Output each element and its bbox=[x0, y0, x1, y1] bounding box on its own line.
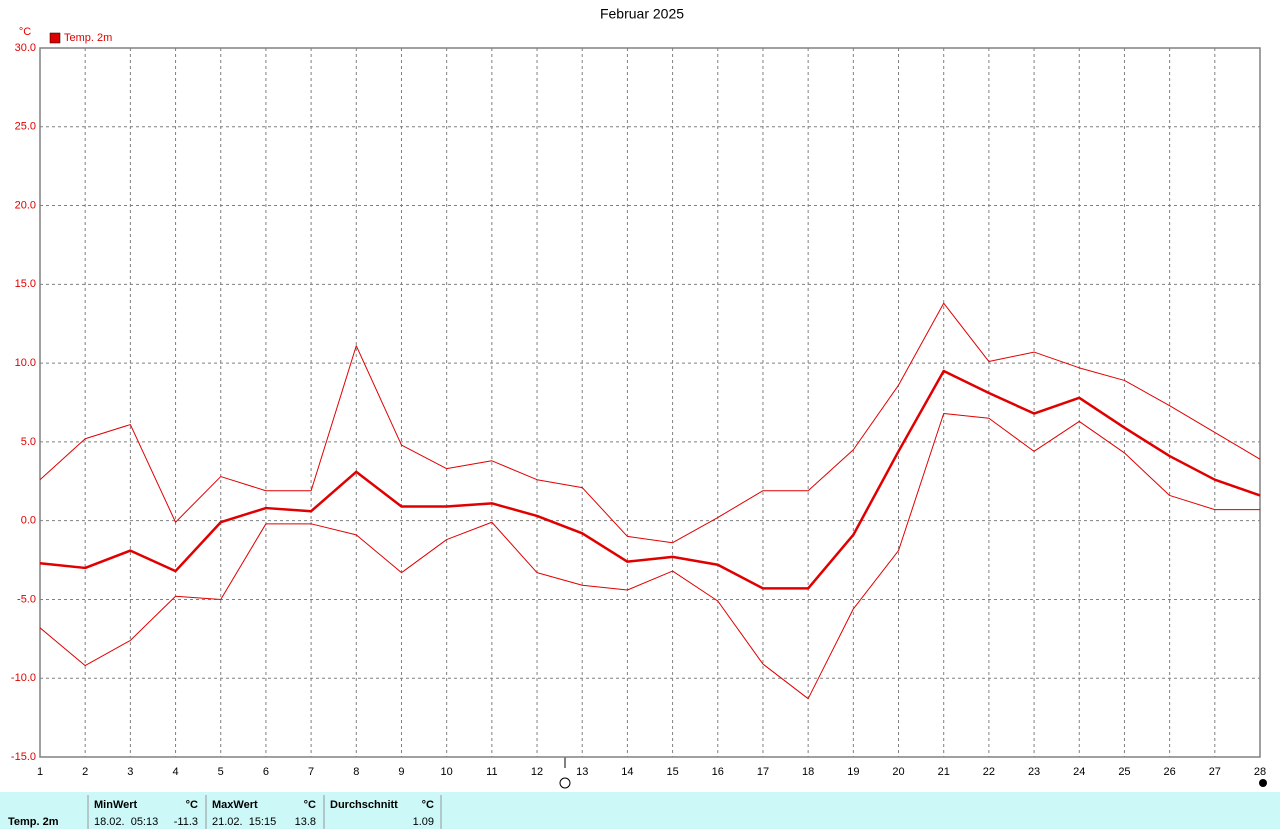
x-tick-label: 7 bbox=[308, 766, 314, 778]
x-tick-label: 3 bbox=[127, 766, 133, 778]
y-tick-label: 5.0 bbox=[21, 436, 36, 448]
stats-time: 18.02. 05:13 bbox=[94, 816, 158, 828]
stats-title: MinWert bbox=[94, 799, 138, 811]
stats-value: 13.8 bbox=[295, 816, 316, 828]
data-line bbox=[39, 369, 1261, 590]
y-tick-label: 20.0 bbox=[15, 199, 36, 211]
plot-area bbox=[39, 47, 1261, 758]
x-tick-label: 8 bbox=[353, 766, 359, 778]
x-tick-label: 18 bbox=[802, 766, 814, 778]
x-tick-label: 21 bbox=[938, 766, 950, 778]
chart-title: Februar 2025 bbox=[600, 6, 684, 22]
x-tick-label: 28 bbox=[1254, 766, 1266, 778]
marker bbox=[1259, 779, 1267, 787]
stats-value: -11.3 bbox=[174, 816, 198, 828]
y-tick-label: 30.0 bbox=[15, 42, 36, 54]
stats-panel bbox=[0, 792, 1280, 829]
x-tick-label: 20 bbox=[892, 766, 904, 778]
x-tick-label: 1 bbox=[37, 766, 43, 778]
x-tick-label: 2 bbox=[82, 766, 88, 778]
x-tick-label: 10 bbox=[441, 766, 453, 778]
x-tick-label: 5 bbox=[218, 766, 224, 778]
y-tick-label: 25.0 bbox=[15, 121, 36, 133]
x-tick-label: 17 bbox=[757, 766, 769, 778]
x-tick-label: 6 bbox=[263, 766, 269, 778]
x-tick-label: 12 bbox=[531, 766, 543, 778]
x-tick-label: 27 bbox=[1209, 766, 1221, 778]
y-tick-label: 15.0 bbox=[15, 278, 36, 290]
x-tick-label: 13 bbox=[576, 766, 588, 778]
legend-swatch bbox=[49, 32, 61, 44]
stats-unit: °C bbox=[422, 799, 434, 811]
stats-time: 21.02. 15:15 bbox=[212, 816, 276, 828]
y-unit: °C bbox=[19, 26, 31, 38]
x-tick-label: 15 bbox=[666, 766, 678, 778]
x-tick-label: 23 bbox=[1028, 766, 1040, 778]
y-tick-label: 0.0 bbox=[21, 515, 36, 527]
stats-value: 1.09 bbox=[413, 816, 434, 828]
x-tick-label: 24 bbox=[1073, 766, 1085, 778]
y-tick-label: -15.0 bbox=[11, 751, 36, 763]
y-tick-label: -10.0 bbox=[11, 672, 36, 684]
x-tick-label: 22 bbox=[983, 766, 995, 778]
stats-unit: °C bbox=[186, 799, 198, 811]
x-tick-label: 16 bbox=[712, 766, 724, 778]
y-tick-label: -5.0 bbox=[17, 593, 36, 605]
x-tick-label: 26 bbox=[1164, 766, 1176, 778]
x-tick-label: 14 bbox=[621, 766, 633, 778]
stats-unit: °C bbox=[304, 799, 316, 811]
x-tick-label: 11 bbox=[486, 766, 497, 778]
stats-label: Temp. 2m bbox=[8, 816, 59, 828]
legend-label: Temp. 2m bbox=[64, 32, 112, 44]
stats-title: Durchschnitt bbox=[330, 799, 398, 811]
x-tick-label: 4 bbox=[172, 766, 178, 778]
data-line bbox=[39, 302, 1261, 544]
stats-title: MaxWert bbox=[212, 799, 258, 811]
x-tick-label: 9 bbox=[398, 766, 404, 778]
marker bbox=[559, 777, 571, 789]
y-tick-label: 10.0 bbox=[15, 357, 36, 369]
x-tick-label: 19 bbox=[847, 766, 859, 778]
data-line bbox=[39, 413, 1260, 700]
x-tick-label: 25 bbox=[1118, 766, 1130, 778]
